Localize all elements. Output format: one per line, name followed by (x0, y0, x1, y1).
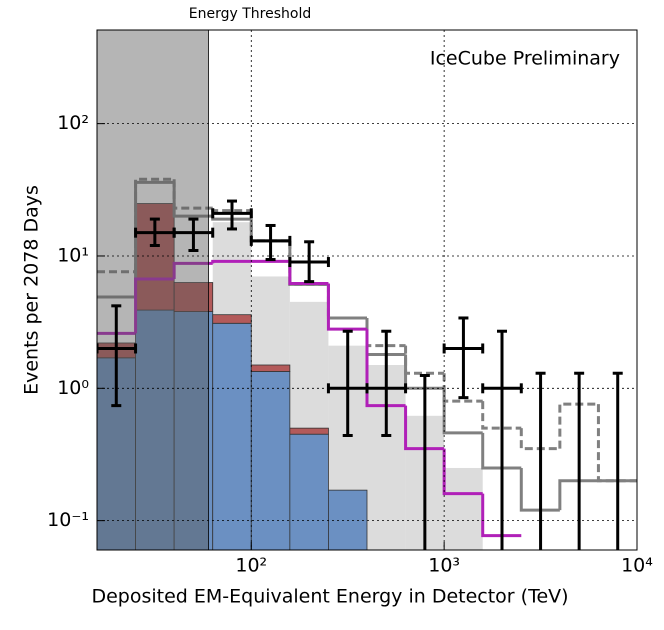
stacked-bar (173, 282, 214, 312)
axes: 10² 10³ 10⁴ 10⁻¹ 10⁰ 10¹ 10² (47, 29, 653, 577)
stacked-bar (289, 433, 329, 550)
model-step (404, 405, 445, 451)
annotation: IceCube Preliminary (430, 48, 620, 70)
model-step (481, 493, 522, 538)
y-tick-label: 10⁰ (57, 377, 89, 399)
model-fill (444, 467, 483, 550)
x-tick-label: 10⁴ (621, 555, 653, 577)
model-step (326, 283, 367, 331)
stacked-bar (212, 314, 252, 324)
y-axis-label: Events per 2078 Days (21, 185, 43, 395)
threshold-label: Energy Threshold (189, 6, 311, 22)
stacked-bar (289, 427, 329, 435)
model-step (288, 261, 329, 285)
model-step (404, 345, 445, 375)
x-axis-label: Deposited EM-Equivalent Energy in Detect… (91, 586, 568, 608)
model-step (172, 179, 213, 210)
model-step (558, 402, 599, 449)
model-step (365, 329, 406, 408)
x-tick-label: 10² (235, 555, 267, 577)
model-step (211, 259, 252, 264)
plot-area (97, 30, 637, 550)
model-step (596, 404, 637, 483)
model-step (134, 277, 175, 334)
model-step (172, 261, 213, 279)
stacked-bar (173, 311, 214, 550)
stacked-bar (328, 489, 368, 550)
model-step (326, 284, 367, 320)
model-step (481, 432, 522, 470)
y-tick-label: 10¹ (57, 244, 89, 266)
model-step (326, 284, 367, 320)
x-tick-label: 10³ (428, 555, 460, 577)
y-tick-label: 10² (57, 112, 89, 134)
model-step (134, 177, 175, 272)
model-step (519, 467, 560, 512)
model-step (442, 388, 483, 435)
model-step (519, 428, 560, 451)
plot-frame (96, 29, 638, 551)
stacked-bar (212, 322, 252, 550)
model-step (481, 401, 522, 430)
model-step (558, 479, 599, 511)
y-tick-label: 10⁻¹ (47, 509, 89, 531)
stacked-bar (250, 364, 291, 372)
model-step (442, 448, 483, 496)
stacked-bar (135, 309, 175, 550)
threshold-region (97, 30, 209, 550)
stacked-bar (250, 371, 291, 550)
